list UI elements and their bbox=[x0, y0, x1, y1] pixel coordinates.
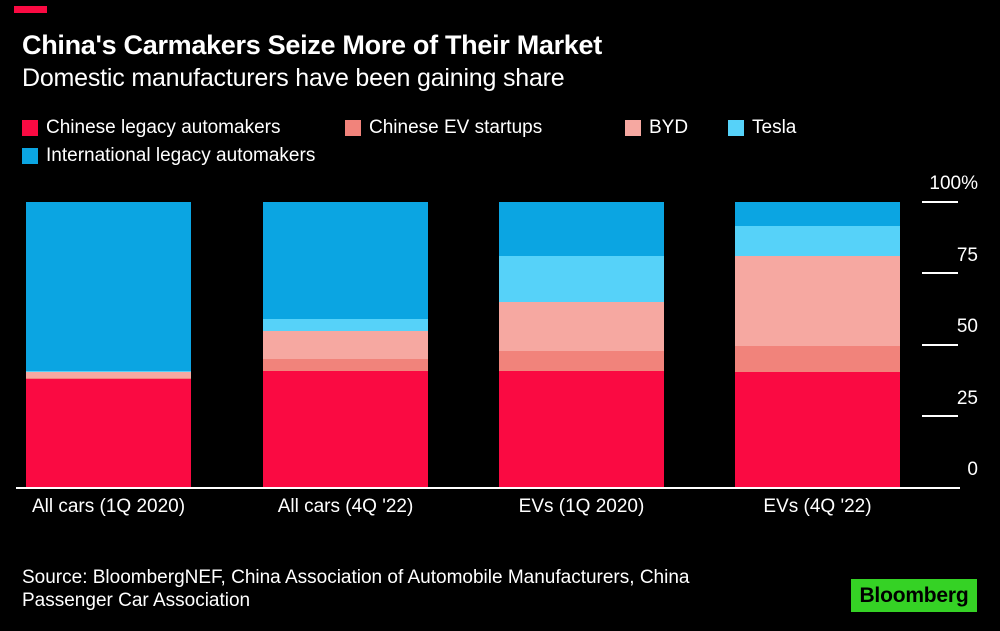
bar-segment bbox=[499, 202, 664, 257]
y-axis-tick bbox=[922, 343, 958, 346]
bar-segment bbox=[263, 319, 428, 331]
chart-title: China's Carmakers Seize More of Their Ma… bbox=[22, 30, 602, 60]
bar-segment bbox=[735, 372, 900, 488]
legend-swatch-icon bbox=[625, 120, 641, 136]
x-axis-category-label: All cars (1Q 2020) bbox=[31, 496, 186, 517]
y-axis-tick bbox=[922, 415, 958, 417]
bar-segment bbox=[263, 370, 428, 488]
bloomberg-logo: Bloomberg bbox=[851, 579, 977, 612]
legend-item: International legacy automakers bbox=[22, 145, 316, 166]
legend-item: Chinese EV startups bbox=[345, 117, 543, 138]
top-left-red-accent-bar bbox=[14, 6, 47, 13]
legend-label: BYD bbox=[649, 117, 689, 138]
x-axis-category-label: All cars (4Q '22) bbox=[277, 496, 414, 517]
bar-segment bbox=[263, 202, 428, 320]
bar-segment bbox=[26, 370, 191, 373]
bar-segment bbox=[499, 350, 664, 371]
bar-segment bbox=[735, 226, 900, 257]
legend-label: International legacy automakers bbox=[46, 145, 316, 166]
y-axis-tick bbox=[922, 200, 958, 203]
x-axis-line bbox=[16, 487, 960, 489]
source-note: Source: BloombergNEF, China Association … bbox=[22, 567, 690, 611]
stacked-bar bbox=[499, 202, 664, 488]
legend-row-2: International legacy automakers bbox=[0, 145, 1000, 166]
y-axis-tick-label: 0 bbox=[967, 459, 978, 480]
legend-item: Chinese legacy automakers bbox=[22, 117, 281, 138]
stacked-bar bbox=[263, 202, 428, 488]
legend-swatch-icon bbox=[22, 148, 38, 164]
x-axis-category-label: EVs (4Q '22) bbox=[763, 496, 872, 517]
bar-segment bbox=[735, 202, 900, 227]
legend-swatch-icon bbox=[22, 120, 38, 136]
bar-segment bbox=[263, 330, 428, 360]
bar-segment bbox=[26, 372, 191, 378]
bar-segment bbox=[735, 346, 900, 373]
bar-segment bbox=[499, 256, 664, 303]
legend-label: Chinese EV startups bbox=[369, 117, 543, 138]
x-axis-category-label: EVs (1Q 2020) bbox=[518, 496, 645, 517]
bar-segment bbox=[26, 202, 191, 371]
y-axis-tick-label: 100% bbox=[929, 173, 978, 194]
legend-label: Chinese legacy automakers bbox=[46, 117, 281, 138]
stacked-bar bbox=[26, 202, 191, 488]
y-axis-tick-label: 25 bbox=[956, 387, 978, 409]
bar-segment bbox=[735, 256, 900, 347]
legend-item: Tesla bbox=[728, 117, 797, 138]
y-axis-tick-label: 75 bbox=[956, 244, 978, 266]
bar-segment bbox=[26, 377, 191, 380]
legend-label: Tesla bbox=[752, 117, 797, 138]
y-axis-tick-label: 50 bbox=[956, 316, 978, 337]
bar-segment bbox=[499, 370, 664, 488]
stacked-bar bbox=[735, 202, 900, 488]
bar-segment bbox=[26, 379, 191, 488]
legend-swatch-icon bbox=[728, 120, 744, 136]
legend-item: BYD bbox=[625, 117, 689, 138]
chart-subtitle: Domestic manufacturers have been gaining… bbox=[22, 64, 565, 92]
legend-swatch-icon bbox=[345, 120, 361, 136]
legend-row-1: Chinese legacy automakers Chinese EV star… bbox=[0, 117, 1000, 138]
y-axis-tick bbox=[922, 272, 958, 274]
bar-segment bbox=[263, 359, 428, 371]
bar-segment bbox=[499, 302, 664, 351]
